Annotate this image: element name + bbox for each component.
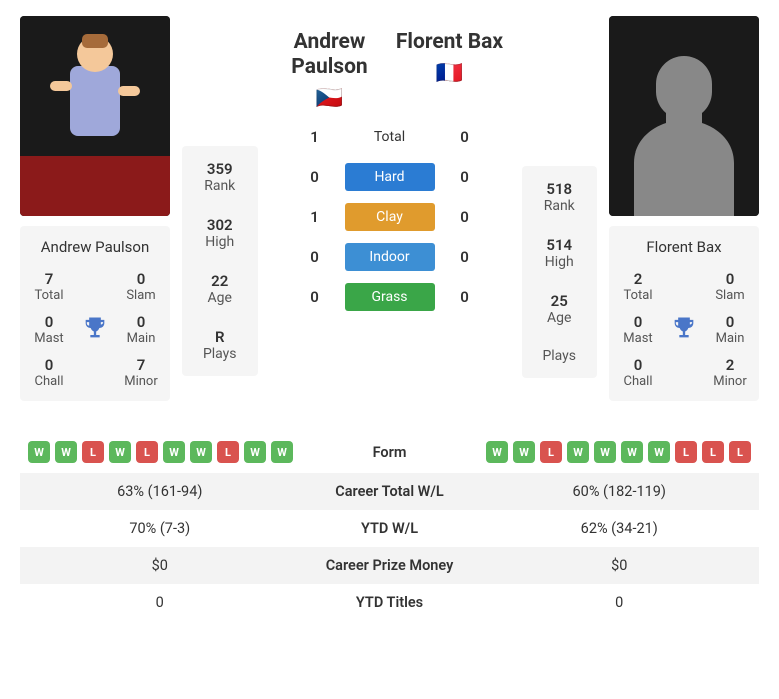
h2h-clay-p2: 0 — [455, 208, 475, 226]
h2h-grass-p2: 0 — [455, 288, 475, 306]
form-badge: W — [648, 441, 670, 463]
form-badge: L — [136, 441, 158, 463]
p1-ytd-wl: 70% (7-3) — [20, 520, 300, 537]
player1-name-card: Andrew Paulson — [28, 238, 162, 256]
player2-form: WWLWWWWLLL — [480, 441, 760, 463]
p1-ytd-titles: 0 — [20, 594, 300, 611]
p1-slam-val: 0 — [120, 270, 162, 288]
p1-minor-val: 7 — [120, 356, 162, 374]
player1-form: WWLWLWWLWW — [20, 441, 300, 463]
player2-photo — [609, 16, 759, 216]
h2h-clay-label[interactable]: Clay — [345, 203, 435, 231]
form-badge: W — [190, 441, 212, 463]
h2h-grass-label[interactable]: Grass — [345, 283, 435, 311]
player2-titles-card: Florent Bax 2Total 0Slam 0Mast 0Main 0Ch… — [609, 226, 759, 401]
h2h-grass-p1: 0 — [305, 288, 325, 306]
form-badge: W — [244, 441, 266, 463]
p2-rank: 518 — [528, 180, 592, 198]
player1-flag-icon: 🇨🇿 — [316, 86, 343, 111]
player1-titles-card: Andrew Paulson 7Total 0Slam 0Mast 0Main … — [20, 226, 170, 401]
h2h-hard-label[interactable]: Hard — [345, 163, 435, 191]
p1-plays: R — [188, 328, 252, 346]
p2-prize: $0 — [480, 557, 760, 574]
p1-high: 302 — [188, 216, 252, 234]
ytd-wl-label: YTD W/L — [300, 520, 480, 537]
h2h-total-label: Total — [345, 123, 435, 151]
form-label: Form — [300, 444, 480, 461]
ytd-titles-label: YTD Titles — [300, 594, 480, 611]
form-badge: W — [486, 441, 508, 463]
form-badge: W — [163, 441, 185, 463]
form-badge: L — [217, 441, 239, 463]
p2-chall-val: 0 — [617, 356, 659, 374]
p2-age: 25 — [528, 292, 592, 310]
player1-rank-card: 359Rank 302High 22Age RPlays — [182, 146, 258, 376]
p2-ytd-wl: 62% (34-21) — [480, 520, 760, 537]
career-wl-label: Career Total W/L — [300, 483, 480, 500]
h2h-hard-p1: 0 — [305, 168, 325, 186]
h2h-indoor-p1: 0 — [305, 248, 325, 266]
form-badge: W — [594, 441, 616, 463]
h2h-indoor-label[interactable]: Indoor — [345, 243, 435, 271]
form-badge: L — [675, 441, 697, 463]
h2h-clay-p1: 1 — [305, 208, 325, 226]
p2-total-val: 2 — [617, 270, 659, 288]
h2h-hard-p2: 0 — [455, 168, 475, 186]
p2-slam-val: 0 — [709, 270, 751, 288]
p1-prize: $0 — [20, 557, 300, 574]
h2h-total-p2: 0 — [455, 128, 475, 146]
p2-high: 514 — [528, 236, 592, 254]
trophy-icon — [663, 314, 705, 346]
p1-age: 22 — [188, 272, 252, 290]
p2-minor-val: 2 — [709, 356, 751, 374]
h2h-total-p1: 1 — [305, 128, 325, 146]
player2-name-heading: Florent Bax — [390, 30, 510, 55]
h2h-indoor-p2: 0 — [455, 248, 475, 266]
player1-name-heading: Andrew Paulson — [270, 30, 390, 80]
form-badge: W — [621, 441, 643, 463]
form-badge: W — [271, 441, 293, 463]
player2-flag-icon: 🇫🇷 — [436, 61, 463, 86]
p1-career-wl: 63% (161-94) — [20, 483, 300, 500]
form-badge: W — [513, 441, 535, 463]
form-badge: L — [729, 441, 751, 463]
p1-mast-val: 0 — [28, 313, 70, 331]
p1-total-val: 7 — [28, 270, 70, 288]
p1-main-val: 0 — [120, 313, 162, 331]
prize-label: Career Prize Money — [300, 557, 480, 574]
player2-name-card: Florent Bax — [617, 238, 751, 256]
p1-chall-val: 0 — [28, 356, 70, 374]
form-badge: W — [28, 441, 50, 463]
form-badge: L — [702, 441, 724, 463]
form-badge: W — [55, 441, 77, 463]
form-badge: L — [540, 441, 562, 463]
player1-photo — [20, 16, 170, 216]
p2-ytd-titles: 0 — [480, 594, 760, 611]
p2-mast-val: 0 — [617, 313, 659, 331]
p1-rank: 359 — [188, 160, 252, 178]
trophy-icon — [74, 314, 116, 346]
form-badge: W — [109, 441, 131, 463]
p2-career-wl: 60% (182-119) — [480, 483, 760, 500]
form-badge: W — [567, 441, 589, 463]
p2-main-val: 0 — [709, 313, 751, 331]
form-badge: L — [82, 441, 104, 463]
player2-rank-card: 518Rank 514High 25Age Plays — [522, 166, 598, 378]
